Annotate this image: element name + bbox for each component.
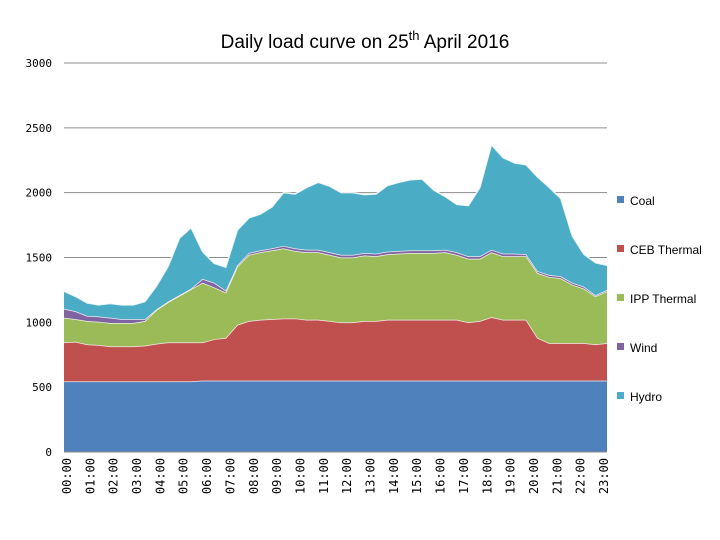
legend-swatch — [617, 343, 624, 350]
x-tick-label: 20:00 — [527, 458, 541, 494]
y-tick-label: 2500 — [26, 122, 53, 135]
legend-label: Coal — [630, 194, 655, 208]
chart-title-suffix: April 2016 — [420, 32, 510, 53]
area-edge — [63, 143, 608, 306]
y-tick-label: 1000 — [26, 316, 53, 329]
legend: Coal CEB Thermal IPP Thermal Wind Hydro — [617, 194, 702, 404]
x-tick-label: 00:00 — [60, 458, 74, 494]
y-tick-label: 2000 — [26, 187, 53, 200]
x-tick-label: 06:00 — [200, 458, 214, 494]
legend-label: Hydro — [630, 390, 662, 404]
legend-label: IPP Thermal — [630, 292, 696, 306]
chart-title-main: Daily load curve on 25 — [221, 32, 409, 53]
legend-label: Wind — [630, 341, 657, 355]
x-tick-label: 05:00 — [177, 458, 191, 494]
legend-swatch — [617, 196, 624, 203]
y-axis-ticks: 0 500 1000 1500 2000 2500 3000 — [26, 57, 53, 459]
x-tick-label: 03:00 — [130, 458, 144, 494]
x-tick-label: 01:00 — [83, 458, 97, 494]
legend-swatch — [617, 245, 624, 252]
x-tick-label: 14:00 — [387, 458, 401, 494]
x-tick-label: 16:00 — [434, 458, 448, 494]
stacked-areas — [63, 143, 608, 452]
x-tick-label: 07:00 — [223, 458, 237, 494]
area-coal — [64, 380, 607, 452]
y-tick-label: 1500 — [26, 252, 53, 265]
x-tick-label: 12:00 — [340, 458, 354, 494]
y-tick-label: 0 — [45, 446, 52, 459]
x-tick-label: 17:00 — [457, 458, 471, 494]
legend-label: CEB Thermal — [630, 243, 702, 257]
x-tick-label: 15:00 — [410, 458, 424, 494]
x-tick-label: 19:00 — [504, 458, 518, 494]
x-tick-label: 22:00 — [574, 458, 588, 494]
x-tick-label: 09:00 — [270, 458, 284, 494]
legend-swatch — [617, 392, 624, 399]
x-tick-label: 23:00 — [597, 458, 611, 494]
x-tick-label: 08:00 — [247, 458, 261, 494]
x-tick-label: 04:00 — [153, 458, 167, 494]
x-tick-label: 13:00 — [364, 458, 378, 494]
x-tick-label: 18:00 — [480, 458, 494, 494]
area-ceb-thermal — [64, 317, 607, 382]
y-tick-label: 3000 — [26, 57, 53, 70]
x-tick-label: 10:00 — [293, 458, 307, 494]
y-tick-label: 500 — [32, 381, 52, 394]
legend-swatch — [617, 294, 624, 301]
x-axis-ticks: 00:00 01:00 02:00 03:00 04:00 05:00 06:00 07:00… — [60, 458, 611, 494]
chart-title-superscript: th — [409, 28, 420, 43]
area-hydro — [64, 144, 607, 320]
x-tick-label: 21:00 — [550, 458, 564, 494]
x-tick-label: 11:00 — [317, 458, 331, 494]
area-ipp-thermal — [64, 248, 607, 347]
x-tick-label: 02:00 — [107, 458, 121, 494]
chart-title: Daily load curve on 25th April 2016 — [221, 28, 510, 53]
